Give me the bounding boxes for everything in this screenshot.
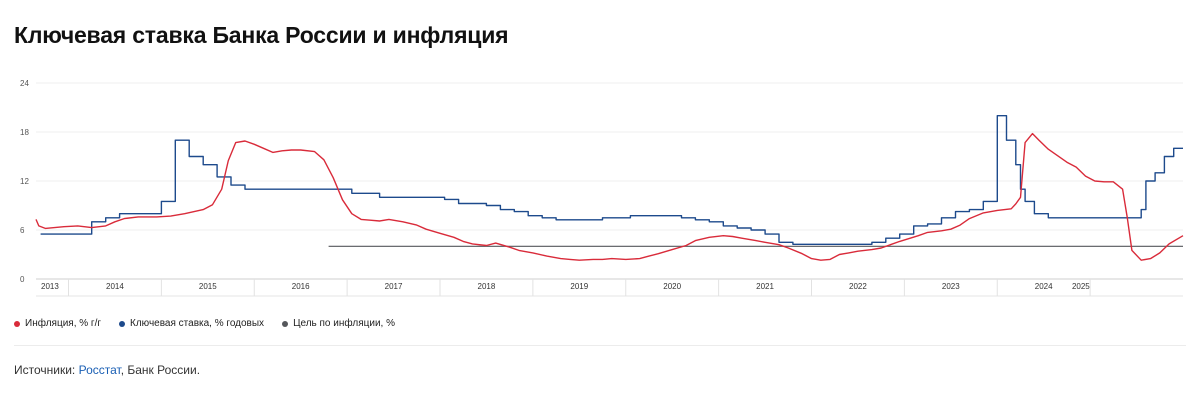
x-tick-label: 2022 (849, 282, 867, 291)
legend-dot-target (282, 320, 289, 327)
x-tick-label: 2015 (199, 282, 217, 291)
x-tick-label: 2018 (478, 282, 496, 291)
legend: Инфляция, % г/г Ключевая ставка, % годов… (14, 318, 395, 329)
legend-item-inflation[interactable]: Инфляция, % г/г (14, 318, 101, 329)
x-tick-label: 2025 (1072, 282, 1090, 291)
source-prefix: Источники: (14, 363, 79, 377)
legend-dot-inflation (14, 320, 20, 327)
x-tick-label: 2023 (942, 282, 960, 291)
y-tick-label: 0 (20, 275, 25, 284)
y-tick-label: 6 (20, 226, 25, 235)
x-tick-label: 2021 (756, 282, 774, 291)
source-link-rosstat[interactable]: Росстат (78, 363, 121, 377)
x-tick-label: 2017 (385, 282, 403, 291)
inflation-line (35, 132, 1184, 261)
source-suffix: , Банк России. (120, 363, 201, 377)
x-tick-label: 2014 (106, 282, 124, 291)
divider (14, 345, 1186, 346)
key-rate-line (40, 115, 1183, 245)
chart-title: Ключевая ставка Банка России и инфляция (14, 22, 509, 48)
chart: 0 6 12 18 24 2013 2014 2015 2016 2017 2018 2019 2020… (20, 79, 1184, 297)
y-tick-label: 12 (20, 177, 29, 186)
x-tick-label: 2016 (292, 282, 310, 291)
legend-label-inflation: Инфляция, % г/г (25, 318, 101, 329)
legend-label-target: Цель по инфляции, % (293, 318, 395, 329)
source-note: Источники: Росстат, Банк России. (14, 363, 200, 377)
y-tick-label: 18 (20, 128, 29, 137)
legend-label-key-rate: Ключевая ставка, % годовых (130, 318, 265, 329)
legend-item-target[interactable]: Цель по инфляции, % (282, 318, 395, 329)
x-tick-label: 2024 (1035, 282, 1053, 291)
y-tick-label: 24 (20, 79, 29, 88)
x-tick-label: 2019 (570, 282, 588, 291)
x-tick-label: 2020 (663, 282, 681, 291)
legend-dot-key-rate (119, 320, 125, 327)
legend-item-key-rate[interactable]: Ключевая ставка, % годовых (119, 318, 264, 329)
x-tick-label: 2013 (41, 282, 59, 291)
